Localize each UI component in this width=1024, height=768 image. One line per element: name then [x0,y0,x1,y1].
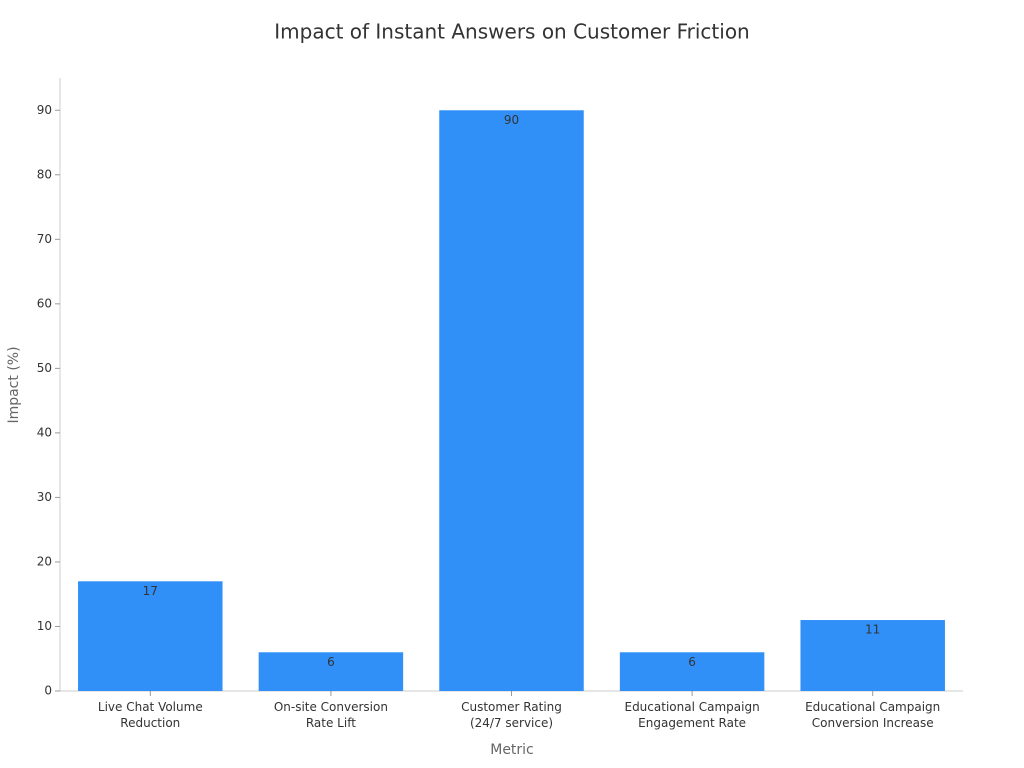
y-tick-label: 20 [37,554,52,568]
x-tick-label: Educational Campaign Engagement Rate [624,700,760,730]
bar [619,652,765,691]
y-tick-label: 40 [37,425,52,439]
y-tick-label: 10 [37,619,52,633]
y-axis-label: Impact (%) [6,346,22,423]
y-tick-label: 60 [37,296,52,310]
x-tick-label: Live Chat Volume Reduction [97,700,203,730]
x-axis-label: Metric [490,742,534,758]
bar [78,581,223,691]
bar [439,110,584,691]
y-tick-label: 30 [37,490,52,504]
y-tick-label: 50 [37,361,52,375]
y-tick-label: 0 [44,684,52,698]
chart-title: Impact of Instant Answers on Customer Fr… [274,20,749,44]
x-tick-label: Customer Rating (24/7 service) [461,700,562,730]
y-tick-label: 80 [37,167,52,181]
x-tick-label: On-site Conversion Rate Lift [273,700,388,730]
bar [800,620,945,691]
value-label: 17 [143,584,158,598]
y-tick-label: 70 [37,232,52,246]
value-label: 6 [327,655,335,669]
x-tick-label: Educational Campaign Conversion Increase [805,700,941,730]
bar [258,652,404,691]
value-label: 90 [504,113,519,127]
value-label: 11 [865,623,880,637]
value-label: 6 [688,655,696,669]
y-tick-label: 90 [37,103,52,117]
